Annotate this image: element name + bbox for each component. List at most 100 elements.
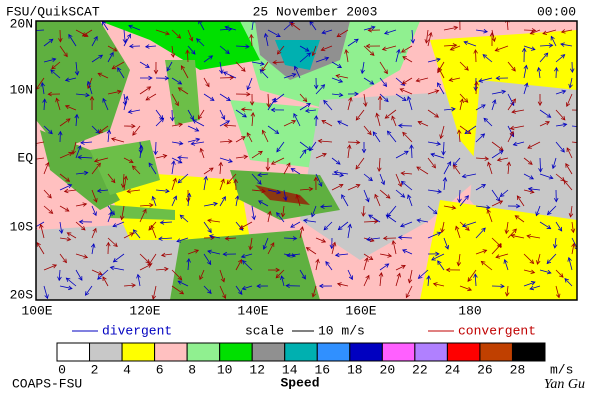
wind-arrow [427,157,436,169]
wind-arrow [123,157,134,163]
wind-arrow [107,211,112,223]
arrow-head [47,193,52,199]
arrow-head [39,223,44,229]
wind-arrow [497,157,509,161]
arrow-head [229,75,235,80]
wind-arrow [523,65,527,79]
wind-arrow [395,273,401,287]
arrow-head [325,260,330,266]
arrow-head [196,38,201,43]
wind-arrow [262,130,269,143]
arrow-head [162,154,168,159]
wind-arrow [224,124,237,127]
arrow-head [405,293,410,299]
arrow-head [220,277,226,283]
arrow-head [160,252,166,258]
wind-arrow [443,177,446,191]
wind-arrow [251,112,254,127]
arrow-head [455,225,460,231]
arrow-head [410,39,416,44]
arrow-head [176,238,181,243]
arrow-head [535,211,540,217]
arrow-head [87,84,92,90]
arrow-head [291,72,297,78]
arrow-head [199,147,204,153]
wind-arrow [539,121,550,127]
arrow-head [546,259,552,265]
arrow-head [436,141,442,146]
wind-arrow [40,224,45,239]
wind-arrow [443,237,449,250]
wind-arrow [555,54,565,63]
wind-arrow [416,166,429,175]
wind-arrow [139,86,151,95]
arrow-head [447,161,452,166]
lat-label: 20S [10,287,34,302]
wind-arrow [91,189,97,203]
wind-arrow [539,157,541,172]
wind-arrow [91,269,103,275]
wind-arrow [219,157,233,163]
arrow-head [449,46,455,51]
speed-zone [300,90,500,260]
wind-arrow [75,93,90,96]
wind-arrow [555,141,565,153]
arrow-head [128,24,133,29]
map-frame [35,20,578,301]
wind-arrow [401,45,413,53]
arrow-head [463,40,469,45]
wind-arrow [299,188,313,191]
wind-arrow [401,172,413,175]
arrow-head [261,188,266,194]
wind-arrow [177,280,189,287]
arrow-head [444,244,450,250]
wind-arrow [571,141,577,143]
arrow-head [546,210,552,216]
wind-arrow [511,234,525,239]
wind-arrow [91,162,101,175]
arrow-head [505,292,510,297]
arrow-head [93,35,98,41]
wind-arrow [139,145,142,159]
wind-arrow [59,118,71,127]
wind-arrow [219,162,222,175]
wind-arrow [363,253,373,260]
wind-arrow [43,205,53,214]
wind-arrow [322,29,333,34]
wind-arrow [475,29,488,33]
wind-arrow [155,268,169,271]
wind-arrow [257,173,269,176]
wind-arrow [407,194,413,207]
wind-arrow [564,278,573,287]
arrow-head [275,273,281,279]
arrow-head [271,97,276,103]
arrow-head [71,150,76,155]
arrow-head [86,80,92,86]
arrow-head [498,146,504,151]
arrow-head [434,89,440,94]
arrow-head [536,260,541,265]
wind-arrow [291,168,301,175]
wind-arrow [527,141,541,149]
arrow-head [92,211,97,217]
wind-arrow [251,21,254,31]
arrow-head [401,264,406,269]
arrow-head [275,267,281,273]
arrow-head [203,175,208,181]
arrow-head [510,233,516,239]
wind-arrow [43,264,57,271]
wind-arrow [334,171,349,175]
arrow-head [151,195,156,201]
arrow-head [500,283,505,289]
arrow-head [485,205,491,210]
arrow-head [124,95,129,101]
wind-arrow [155,29,170,35]
wind-arrow [56,98,61,111]
arrow-head [542,30,548,35]
wind-arrow [203,77,210,87]
wind-arrow [523,281,536,287]
arrow-head [321,238,327,243]
wind-arrow [315,237,326,243]
wind-arrow [427,90,439,95]
wind-arrow [475,133,485,143]
